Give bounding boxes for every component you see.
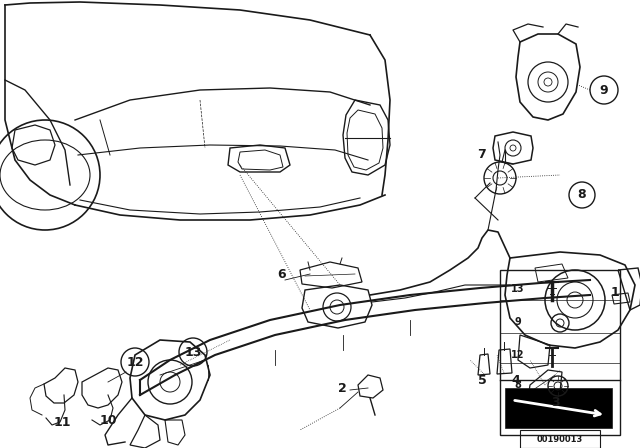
Text: 9: 9 [515,317,522,327]
Text: 10: 10 [99,414,116,426]
Text: 6: 6 [278,267,286,280]
Text: 00190013: 00190013 [537,435,583,444]
Polygon shape [505,388,612,428]
Text: 13: 13 [184,345,202,358]
Text: 4: 4 [511,374,520,387]
Text: 3: 3 [552,396,560,409]
Text: 2: 2 [338,382,346,395]
Text: 11: 11 [53,415,71,428]
Text: 1: 1 [611,285,620,298]
Text: 9: 9 [600,83,608,96]
Text: 5: 5 [477,374,486,387]
Text: 12: 12 [511,350,525,360]
Text: 8: 8 [515,380,522,390]
Text: 13: 13 [511,284,525,294]
Text: 12: 12 [126,356,144,369]
Text: 8: 8 [578,189,586,202]
Text: 7: 7 [477,148,485,161]
